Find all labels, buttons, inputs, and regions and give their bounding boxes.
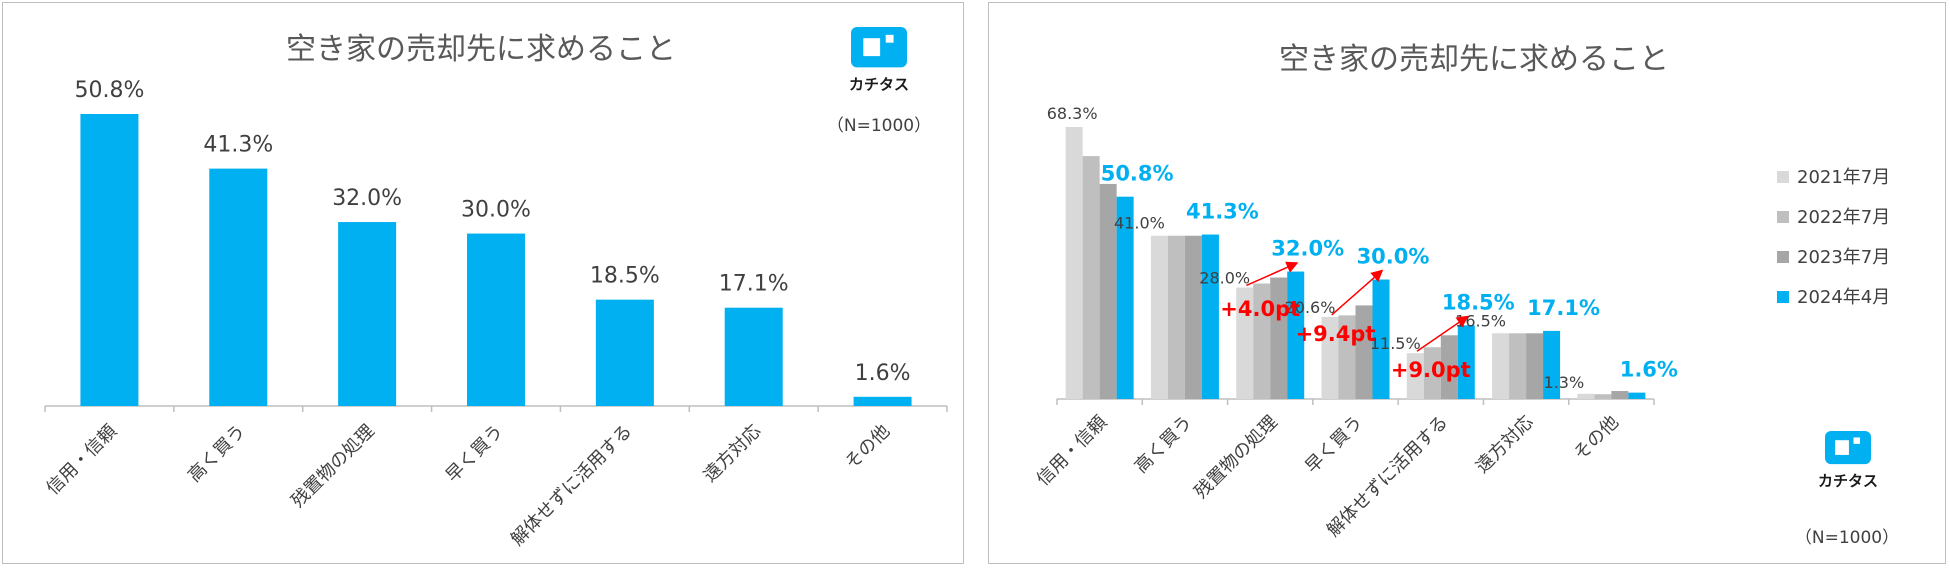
data-label-2024: 41.3%	[1186, 200, 1259, 224]
data-label-2021: 20.6%	[1285, 298, 1336, 317]
data-label: 18.5%	[590, 264, 660, 289]
category-label: 遠方対応	[699, 421, 765, 487]
bar-2023年7月	[1440, 335, 1458, 399]
increase-arrow	[1331, 269, 1384, 316]
category-label: 残置物の処理	[287, 421, 378, 512]
chart-panel-left: 空き家の売却先に求めること 50.8% 信用・信頼 41.3% 高く買う 32.0% 残置物…	[2, 2, 964, 564]
bar-2022年7月	[1509, 333, 1527, 399]
category-label: その他	[841, 421, 894, 474]
bar	[80, 114, 139, 406]
sample-size: （N=1000）	[1795, 528, 1899, 548]
bar-2021年7月	[1577, 393, 1595, 399]
legend-swatch	[1777, 251, 1789, 263]
legend-swatch	[1777, 211, 1789, 223]
logo-mark-dot-icon	[1853, 437, 1860, 444]
bar-2024年4月	[1628, 392, 1646, 399]
bar-2021年7月	[1150, 235, 1168, 399]
data-label-2021: 68.3%	[1047, 104, 1098, 123]
katitas-logo: カチタス	[1818, 431, 1878, 490]
category-label: 早く買う	[442, 421, 508, 487]
category-label: 遠方対応	[1472, 412, 1538, 478]
sample-size: （N=1000）	[827, 116, 931, 136]
data-label-2024: 30.0%	[1357, 245, 1430, 269]
chart-panel-right: 空き家の売却先に求めること 信用・信頼 高く買う 残置物の処理 早く買う 解体せずに活用す…	[988, 2, 1946, 564]
data-label-2024: 18.5%	[1442, 290, 1515, 314]
category-label: 信用・信頼	[42, 421, 120, 499]
bar-2021年7月	[1236, 287, 1254, 399]
data-label: 17.1%	[719, 272, 789, 297]
bar-2024年4月	[1287, 271, 1305, 399]
data-label-2021: 11.5%	[1370, 334, 1421, 353]
bar	[209, 168, 268, 406]
category-label: 早く買う	[1301, 412, 1367, 478]
bar-2022年7月	[1594, 394, 1612, 399]
bar	[724, 307, 783, 406]
bar	[595, 299, 654, 406]
category-label: 高く買う	[1131, 412, 1197, 478]
data-label-2021: 1.3%	[1544, 373, 1585, 392]
bar-2024年4月	[1457, 325, 1475, 399]
data-label-2024: 1.6%	[1620, 358, 1678, 382]
bar	[853, 396, 912, 406]
bar-2022年7月	[1253, 283, 1271, 399]
bar-2022年7月	[1423, 347, 1441, 399]
increase-arrow	[1416, 315, 1469, 352]
delta-annotation: +4.0pt	[1220, 297, 1300, 321]
increase-arrow	[1246, 261, 1299, 287]
delta-annotation: +9.4pt	[1296, 322, 1376, 346]
logo-text: カチタス	[849, 75, 909, 93]
logo-mark-inner-icon	[863, 38, 881, 57]
legend-swatch	[1777, 171, 1789, 183]
data-label: 41.3%	[203, 133, 273, 158]
bar-2024年4月	[1372, 279, 1390, 399]
bar-chart-left: 空き家の売却先に求めること 50.8% 信用・信頼 41.3% 高く買う 32.0% 残置物…	[42, 27, 948, 550]
category-label: 残置物の処理	[1191, 412, 1282, 503]
bar-2023年7月	[1526, 333, 1544, 399]
bar-2021年7月	[1065, 127, 1083, 399]
logo-text: カチタス	[1818, 472, 1878, 490]
bar-2022年7月	[1082, 156, 1100, 399]
data-label-2024: 32.0%	[1271, 237, 1344, 261]
bar-2024年4月	[1543, 330, 1561, 399]
bar-2021年7月	[1406, 353, 1424, 399]
data-label: 32.0%	[332, 186, 402, 211]
bar-2023年7月	[1611, 391, 1629, 399]
data-label: 50.8%	[74, 78, 144, 103]
data-label-2021: 41.0%	[1114, 214, 1165, 233]
legend-label: 2022年7月	[1797, 207, 1890, 228]
data-label: 1.6%	[855, 361, 911, 386]
logo-mark-inner-icon	[1835, 440, 1849, 455]
bar	[467, 233, 525, 406]
legend-swatch	[1777, 291, 1789, 303]
logo-mark-dot-icon	[885, 34, 894, 43]
data-label-2024: 50.8%	[1101, 162, 1174, 186]
chart-title: 空き家の売却先に求めること	[286, 32, 676, 67]
delta-annotation: +9.0pt	[1391, 358, 1471, 382]
category-label: その他	[1570, 412, 1623, 465]
category-label: 信用・信頼	[1033, 412, 1111, 490]
bar-2024年4月	[1116, 196, 1134, 399]
katitas-logo: カチタス	[849, 27, 909, 93]
data-label-2021: 28.0%	[1199, 268, 1250, 287]
bar-2021年7月	[1321, 316, 1339, 399]
category-label: 解体せずに活用する	[507, 421, 636, 550]
bar-2023年7月	[1355, 305, 1373, 399]
legend-label: 2023年7月	[1797, 247, 1890, 268]
bar-2021年7月	[1492, 333, 1510, 399]
data-label: 30.0%	[461, 198, 531, 223]
chart-title: 空き家の売却先に求めること	[1279, 42, 1669, 77]
data-label-2024: 17.1%	[1527, 296, 1600, 320]
bar-2023年7月	[1099, 183, 1117, 399]
bar	[338, 222, 397, 406]
bar-2022年7月	[1167, 235, 1185, 399]
bar-2023年7月	[1184, 235, 1202, 399]
bar-2024年4月	[1201, 234, 1219, 399]
bar-2022年7月	[1338, 315, 1356, 399]
legend-label: 2021年7月	[1797, 167, 1890, 188]
legend-label: 2024年4月	[1797, 287, 1890, 308]
bar-2023年7月	[1270, 277, 1288, 399]
category-label: 高く買う	[184, 421, 250, 487]
